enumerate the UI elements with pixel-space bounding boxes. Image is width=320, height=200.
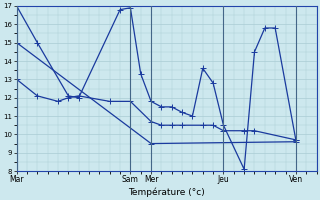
X-axis label: Température (°c): Température (°c)	[128, 187, 205, 197]
